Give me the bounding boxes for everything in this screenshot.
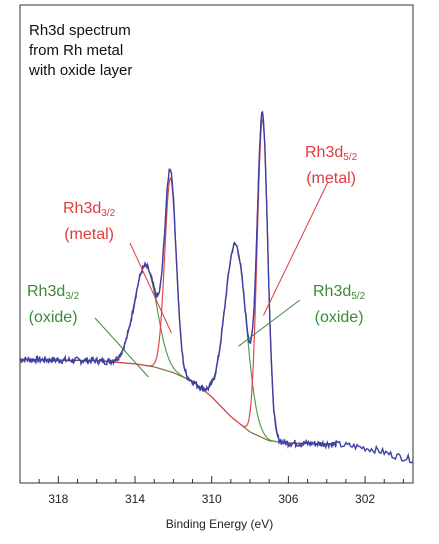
- label-rh3d52-metal-sub: 5/2: [343, 152, 358, 163]
- x-tick-label: 306: [278, 492, 298, 506]
- measured-spectrum-line: [19, 111, 414, 464]
- chart-title-line-1: Rh3d spectrum: [29, 22, 131, 39]
- x-tick-label: 310: [202, 492, 222, 506]
- chart-title-line-2: from Rh metal: [29, 42, 124, 59]
- plot-frame: [19, 4, 414, 484]
- leader-rh3d32-metal: [129, 242, 172, 334]
- leader-rh3d52-metal: [263, 181, 329, 316]
- fit-envelope-curve: [20, 110, 337, 445]
- label-rh3d52-oxide-name: Rh3d: [313, 283, 352, 300]
- background-line: [20, 358, 337, 445]
- label-rh3d32-metal: Rh3d3/2 (metal): [63, 198, 115, 245]
- label-rh3d52-oxide-state: (oxide): [314, 309, 364, 326]
- label-rh3d32-oxide-name: Rh3d: [27, 283, 66, 300]
- label-rh3d32-oxide-sub: 3/2: [65, 291, 80, 302]
- label-rh3d32-metal-state: (metal): [64, 226, 114, 243]
- annotation-leaders: [94, 181, 329, 378]
- x-tick-label: 314: [125, 492, 145, 506]
- label-rh3d32-oxide: Rh3d3/2 (oxide): [27, 281, 79, 328]
- spectrum-curves: [19, 110, 414, 464]
- x-tick-label: 302: [355, 492, 375, 506]
- label-rh3d52-oxide: Rh3d5/2 (oxide): [313, 281, 365, 328]
- oxide-component-curve: [20, 243, 337, 445]
- chart-title: Rh3d spectrum from Rh metal with oxide l…: [29, 21, 199, 81]
- label-rh3d52-metal-state: (metal): [306, 170, 356, 187]
- chart-title-line-3: with oxide layer: [29, 62, 133, 79]
- label-rh3d32-metal-name: Rh3d: [63, 200, 102, 217]
- x-tick-label: 318: [48, 492, 68, 506]
- label-rh3d52-metal: Rh3d5/2 (metal): [305, 142, 357, 189]
- x-axis-ticks: 318 314 310 306 302: [38, 476, 404, 506]
- x-axis-label: Binding Energy (eV): [165, 517, 274, 531]
- leader-rh3d32-oxide: [94, 317, 149, 378]
- label-rh3d32-metal-sub: 3/2: [101, 208, 116, 219]
- label-rh3d32-oxide-state: (oxide): [28, 309, 78, 326]
- label-rh3d52-oxide-sub: 5/2: [351, 291, 366, 302]
- label-rh3d52-metal-name: Rh3d: [305, 144, 344, 161]
- leader-rh3d52-oxide: [238, 299, 301, 347]
